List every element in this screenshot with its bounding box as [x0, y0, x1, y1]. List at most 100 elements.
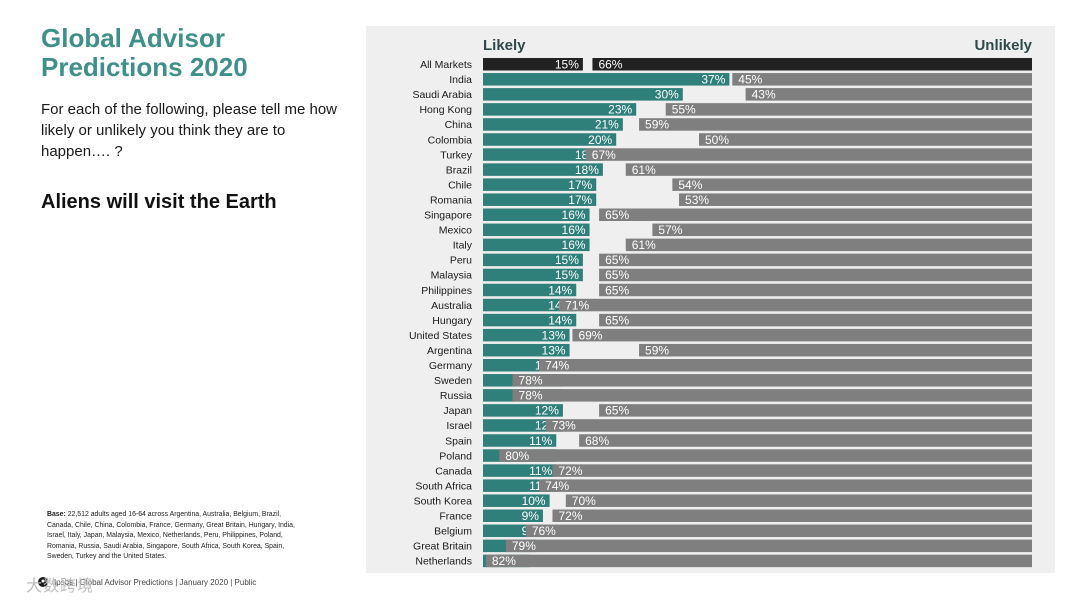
likely-bar-israel	[483, 419, 563, 432]
category-label-brazil: Brazil	[446, 164, 472, 176]
unlikely-label-japan: 65%	[605, 404, 629, 418]
likely-bar-south-korea	[483, 494, 550, 507]
category-label-russia: Russia	[440, 390, 472, 402]
unlikely-bar-germany	[539, 359, 1032, 372]
likely-bar-spain	[483, 434, 557, 447]
unlikely-bar-spain	[579, 434, 1032, 447]
unlikely-label-malaysia: 65%	[605, 268, 629, 282]
likely-label-canada: 11%	[529, 464, 552, 478]
likely-bar-france	[483, 509, 543, 522]
unlikely-bar-china	[639, 118, 1032, 131]
unlikely-bar-brazil	[625, 163, 1032, 176]
unlikely-bar-romania	[679, 193, 1032, 206]
unlikely-bar-saudi-arabia	[745, 88, 1032, 101]
question-text: For each of the following, please tell m…	[41, 101, 337, 160]
unlikely-label-mexico: 57%	[658, 223, 682, 237]
likely-label-singapore: 16%	[562, 208, 586, 222]
likely-label-philippines: 14%	[548, 283, 572, 297]
unlikely-bar-mexico	[652, 223, 1032, 237]
unlikely-label-sweden: 78%	[519, 374, 543, 388]
category-label-india: India	[449, 74, 472, 86]
unlikely-bar-malaysia	[599, 268, 1032, 282]
unlikely-bar-france	[552, 509, 1032, 522]
legend-likely: Likely	[483, 37, 526, 54]
unlikely-bar-israel	[545, 419, 1032, 432]
unlikely-bar-south-africa	[539, 479, 1032, 492]
likely-label-hungary: 14%	[548, 313, 572, 327]
category-label-romania: Romania	[430, 194, 472, 206]
unlikely-label-great-britain: 79%	[512, 539, 536, 553]
likely-bar-romania	[483, 193, 597, 206]
unlikely-bar-india	[732, 73, 1032, 86]
category-label-all-markets: All Markets	[420, 59, 472, 71]
unlikely-label-china: 59%	[645, 118, 669, 132]
category-label-hungary: Hungary	[432, 315, 472, 327]
base-text: 22,512 adults aged 16-64 across Argentin…	[47, 511, 295, 561]
unlikely-bar-russia	[512, 389, 1032, 402]
unlikely-label-philippines: 65%	[605, 283, 629, 297]
likely-bar-china	[483, 118, 623, 131]
likely-bar-hong-kong	[483, 103, 637, 116]
unlikely-label-germany: 74%	[545, 359, 569, 373]
unlikely-label-italy: 61%	[632, 238, 656, 252]
category-label-mexico: Mexico	[439, 225, 472, 237]
unlikely-label-brazil: 61%	[632, 163, 656, 177]
likely-label-chile: 17%	[568, 178, 592, 192]
likely-bar-japan	[483, 404, 563, 417]
likely-bar-peru	[483, 253, 583, 267]
unlikely-bar-all-markets	[592, 58, 1032, 71]
likely-label-italy: 16%	[562, 238, 586, 252]
likely-bar-italy	[483, 238, 590, 252]
category-label-south-africa: South Africa	[415, 480, 472, 492]
likely-label-malaysia: 15%	[555, 268, 579, 282]
likely-label-argentina: 13%	[542, 343, 566, 357]
page-title: Global Advisor Predictions 2020	[41, 24, 341, 82]
unlikely-bar-poland	[499, 449, 1032, 462]
likely-label-spain: 11%	[529, 434, 552, 448]
unlikely-label-colombia: 50%	[705, 133, 729, 147]
unlikely-label-canada: 72%	[558, 464, 582, 478]
category-label-france: France	[439, 511, 472, 523]
likely-bar-india	[483, 73, 730, 86]
likely-bar-south-africa	[483, 479, 557, 492]
category-label-great-britain: Great Britain	[413, 541, 472, 553]
unlikely-bar-great-britain	[505, 539, 1032, 553]
category-label-japan: Japan	[443, 405, 472, 417]
unlikely-bar-singapore	[599, 208, 1032, 221]
category-label-china: China	[445, 119, 473, 131]
category-label-philippines: Philippines	[421, 285, 472, 297]
unlikely-bar-netherlands	[485, 554, 1032, 568]
unlikely-label-hong-kong: 55%	[672, 103, 696, 117]
category-label-hong-kong: Hong Kong	[419, 104, 472, 116]
unlikely-label-chile: 54%	[678, 178, 702, 192]
category-label-united-states: United States	[409, 330, 472, 342]
unlikely-label-peru: 65%	[605, 253, 629, 267]
likely-bar-philippines	[483, 283, 577, 297]
likely-bar-turkey	[483, 148, 603, 161]
unlikely-label-turkey: 67%	[592, 148, 616, 162]
unlikely-bar-chile	[672, 178, 1032, 191]
base-note: Base: 22,512 adults aged 16-64 across Ar…	[47, 510, 309, 563]
chart-headline: Aliens will visit the Earth	[41, 191, 277, 213]
legend-unlikely: Unlikely	[974, 37, 1032, 54]
base-label: Base:	[47, 511, 66, 518]
unlikely-bar-argentina	[639, 343, 1032, 357]
unlikely-label-all-markets: 66%	[598, 58, 622, 72]
title-line-2: Predictions 2020	[41, 52, 248, 82]
likely-label-france: 9%	[522, 509, 540, 523]
unlikely-bar-turkey	[585, 148, 1032, 161]
category-label-chile: Chile	[448, 179, 472, 191]
footer: ● Ipsos | Global Advisor Predictions | J…	[38, 577, 256, 587]
unlikely-label-singapore: 65%	[605, 208, 629, 222]
likely-label-peru: 15%	[555, 253, 579, 267]
likely-label-brazil: 18%	[575, 163, 599, 177]
likely-label-all-markets: 15%	[555, 58, 579, 72]
unlikely-label-united-states: 69%	[578, 328, 602, 342]
likely-bar-united-states	[483, 328, 570, 342]
category-label-poland: Poland	[439, 450, 472, 462]
likely-bar-singapore	[483, 208, 590, 221]
unlikely-bar-united-states	[572, 328, 1032, 342]
likely-bar-canada	[483, 464, 557, 477]
unlikely-label-saudi-arabia: 43%	[752, 88, 776, 102]
category-label-netherlands: Netherlands	[415, 556, 472, 568]
